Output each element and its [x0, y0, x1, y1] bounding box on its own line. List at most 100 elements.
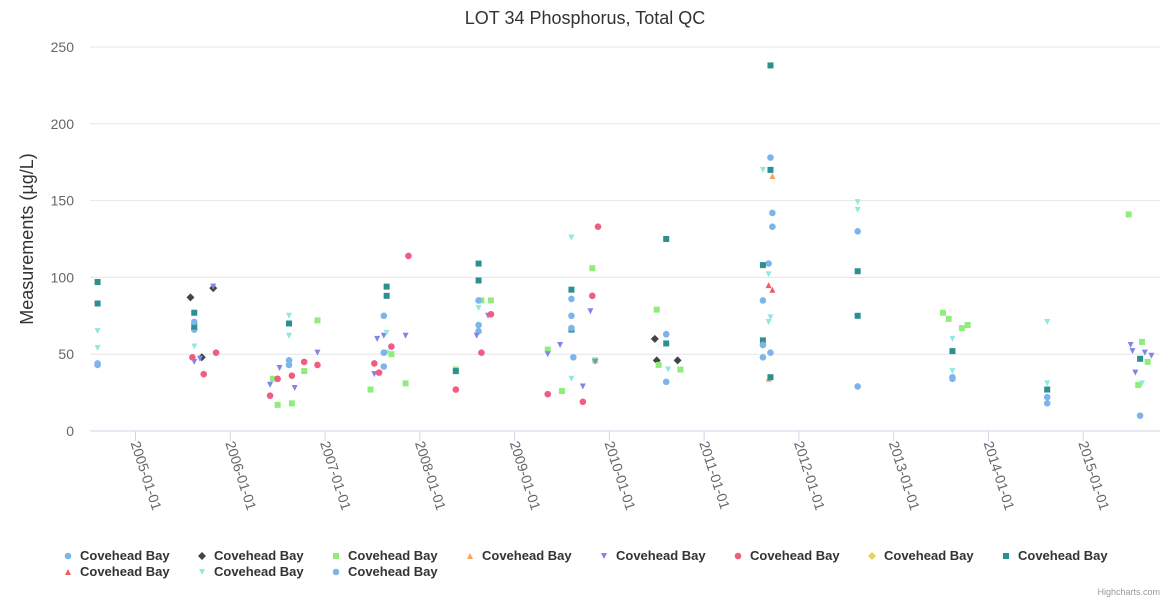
data-point[interactable]: [196, 355, 203, 362]
legend-item[interactable]: Covehead Bay: [734, 548, 841, 563]
data-point[interactable]: [568, 375, 575, 382]
data-point[interactable]: [854, 383, 861, 390]
data-point[interactable]: [94, 361, 101, 369]
data-point[interactable]: [854, 199, 861, 206]
data-point[interactable]: [958, 325, 965, 332]
data-point[interactable]: [759, 166, 766, 173]
data-point[interactable]: [475, 297, 482, 304]
data-point[interactable]: [767, 314, 774, 321]
data-point[interactable]: [405, 252, 412, 260]
data-point[interactable]: [1138, 380, 1145, 387]
data-point[interactable]: [402, 332, 409, 339]
data-point[interactable]: [949, 373, 956, 381]
data-point[interactable]: [286, 312, 293, 319]
data-point[interactable]: [592, 358, 599, 365]
data-point[interactable]: [478, 349, 485, 356]
data-point[interactable]: [286, 332, 293, 339]
data-point[interactable]: [759, 337, 766, 344]
data-point[interactable]: [1044, 380, 1051, 387]
data-point[interactable]: [854, 312, 861, 319]
data-point[interactable]: [487, 297, 494, 304]
data-point[interactable]: [274, 375, 281, 383]
legend-item[interactable]: Covehead Bay: [333, 548, 438, 563]
data-point[interactable]: [765, 271, 772, 278]
data-point[interactable]: [765, 260, 772, 267]
data-point[interactable]: [200, 370, 208, 378]
data-point[interactable]: [949, 348, 956, 355]
data-point[interactable]: [653, 306, 660, 313]
data-point[interactable]: [94, 300, 101, 307]
data-point[interactable]: [189, 353, 196, 361]
data-point[interactable]: [300, 358, 308, 366]
data-point[interactable]: [655, 361, 662, 368]
data-point[interactable]: [769, 173, 776, 180]
data-point[interactable]: [769, 209, 776, 217]
data-point[interactable]: [291, 384, 298, 391]
legend-item[interactable]: Covehead Bay: [332, 564, 439, 579]
data-point[interactable]: [314, 317, 321, 324]
data-point[interactable]: [374, 335, 381, 342]
data-point[interactable]: [1127, 341, 1134, 348]
data-point[interactable]: [587, 308, 594, 315]
data-point[interactable]: [767, 154, 774, 161]
data-point[interactable]: [568, 312, 575, 320]
data-point[interactable]: [383, 292, 390, 299]
data-point[interactable]: [375, 369, 383, 376]
legend-item[interactable]: Covehead Bay: [198, 548, 304, 563]
data-point[interactable]: [94, 279, 101, 286]
data-point[interactable]: [1043, 400, 1051, 407]
data-point[interactable]: [475, 321, 482, 329]
data-point[interactable]: [765, 318, 772, 325]
data-point[interactable]: [949, 335, 956, 342]
data-point[interactable]: [286, 320, 293, 327]
data-point[interactable]: [191, 323, 198, 330]
data-point[interactable]: [301, 368, 308, 375]
data-point[interactable]: [94, 328, 101, 335]
legend-item[interactable]: Covehead Bay: [64, 548, 171, 563]
data-point[interactable]: [314, 361, 321, 369]
data-point[interactable]: [475, 277, 482, 284]
data-point[interactable]: [367, 386, 374, 393]
data-point[interactable]: [558, 388, 565, 395]
data-point[interactable]: [579, 398, 587, 406]
data-point[interactable]: [1043, 393, 1051, 401]
data-point[interactable]: [371, 360, 378, 367]
data-point[interactable]: [759, 341, 767, 349]
data-point[interactable]: [94, 345, 101, 352]
data-point[interactable]: [589, 292, 596, 300]
data-point[interactable]: [767, 166, 774, 173]
data-point[interactable]: [570, 353, 577, 361]
data-point[interactable]: [314, 349, 321, 356]
data-point[interactable]: [388, 351, 395, 358]
data-point[interactable]: [212, 349, 220, 356]
data-point[interactable]: [1044, 386, 1051, 393]
data-point[interactable]: [650, 334, 659, 343]
data-point[interactable]: [677, 366, 684, 373]
legend-item[interactable]: Covehead Bay: [1003, 548, 1108, 563]
data-point[interactable]: [1148, 352, 1155, 359]
data-point[interactable]: [383, 283, 390, 290]
data-point[interactable]: [191, 343, 198, 350]
data-point[interactable]: [380, 312, 388, 320]
data-point[interactable]: [759, 262, 766, 269]
data-point[interactable]: [288, 372, 296, 380]
data-point[interactable]: [594, 223, 602, 231]
data-point[interactable]: [276, 365, 283, 372]
data-point[interactable]: [544, 351, 551, 358]
data-point[interactable]: [662, 378, 670, 386]
data-point[interactable]: [380, 332, 387, 339]
legend-item[interactable]: Covehead Bay: [199, 564, 304, 579]
data-point[interactable]: [949, 368, 956, 375]
data-point[interactable]: [266, 392, 274, 399]
data-point[interactable]: [1137, 355, 1144, 362]
credits-link[interactable]: Highcharts.com: [1097, 587, 1160, 597]
data-point[interactable]: [473, 332, 480, 339]
data-point[interactable]: [544, 390, 552, 398]
data-point[interactable]: [568, 324, 575, 332]
data-point[interactable]: [1125, 211, 1132, 218]
data-point[interactable]: [673, 356, 682, 365]
data-point[interactable]: [210, 283, 217, 290]
data-point[interactable]: [388, 343, 395, 350]
data-point[interactable]: [568, 234, 575, 241]
data-point[interactable]: [274, 401, 281, 408]
